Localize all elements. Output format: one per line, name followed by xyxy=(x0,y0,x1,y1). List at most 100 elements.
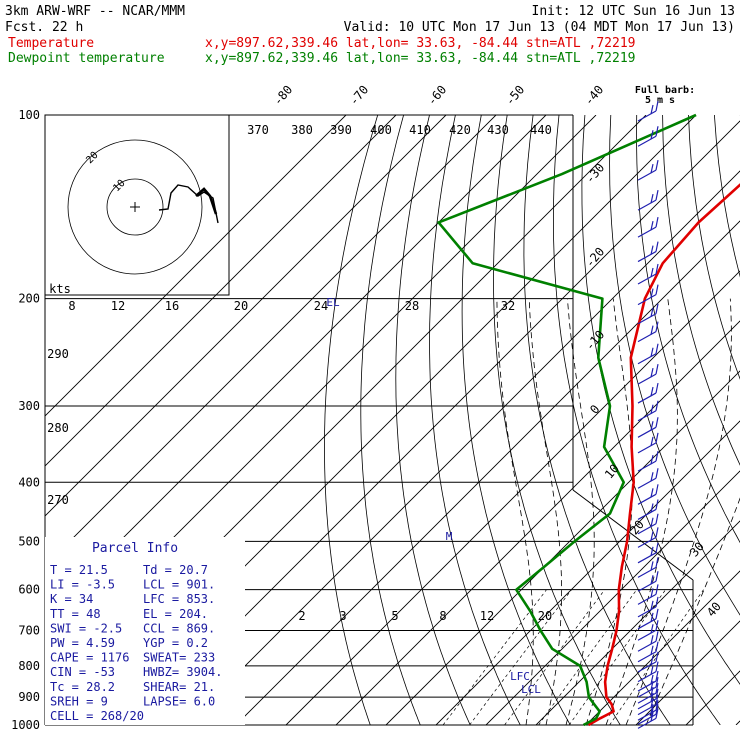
wind-barb xyxy=(637,704,659,725)
pressure-label: 200 xyxy=(18,292,40,306)
hodograph-ring-label: 10 xyxy=(111,178,127,194)
isotherm xyxy=(335,320,740,725)
legend-temperature-label: Temperature xyxy=(8,36,94,51)
dry-adiabat xyxy=(360,115,421,725)
moist-adiabat xyxy=(565,298,595,725)
wind-barb xyxy=(637,484,659,505)
isotherm xyxy=(185,170,740,725)
pressure-label: 300 xyxy=(18,399,40,413)
pressure-label: 400 xyxy=(18,475,40,489)
theta-label: 440 xyxy=(530,123,552,137)
hodograph-trace-bold xyxy=(195,187,218,215)
wind-barb xyxy=(637,417,659,438)
wind-barb xyxy=(637,557,659,578)
wind-barb xyxy=(637,608,659,630)
wind-barb xyxy=(637,596,659,618)
dry-adiabat xyxy=(523,115,671,725)
theta-label: 270 xyxy=(47,493,69,507)
isotherm xyxy=(45,115,397,467)
wind-barb xyxy=(637,584,659,605)
isotherm xyxy=(45,115,347,417)
isotherm xyxy=(585,570,740,725)
isotherm xyxy=(45,115,497,567)
model-title: 3km ARW-WRF -- NCAR/MMM xyxy=(5,4,185,19)
isotherm-label: -80 xyxy=(271,83,296,109)
wind-barb xyxy=(637,542,659,564)
parcel-info-cell: LI = -3.5 xyxy=(50,578,115,592)
wind-barb xyxy=(637,499,659,520)
isotherm xyxy=(285,270,740,725)
wind-barb xyxy=(637,661,659,683)
pressure-label: 700 xyxy=(18,624,40,638)
hodograph-speed-label: 24 xyxy=(314,299,328,313)
isotherm-label: -40 xyxy=(582,83,607,109)
parcel-info-cell: SREH = 9 xyxy=(50,694,108,708)
moist-adiabat xyxy=(528,298,562,725)
theta-label: 380 xyxy=(291,123,313,137)
wind-barb xyxy=(637,343,659,365)
pressure-label: 500 xyxy=(18,534,40,548)
parcel-info-cell: SHEAR= 21. xyxy=(143,680,215,694)
hodograph-speed-label: 28 xyxy=(405,299,419,313)
mixing-ratio-label: 2 xyxy=(298,609,305,623)
wind-barb xyxy=(637,216,659,238)
pressure-label: 600 xyxy=(18,583,40,597)
isotherm xyxy=(485,470,740,725)
wind-barb xyxy=(637,432,659,454)
hodograph: 10 20 xyxy=(44,114,230,296)
isotherm xyxy=(635,620,740,725)
init-time: Init: 12 UTC Sun 16 Jun 13 xyxy=(532,4,736,19)
dry-adiabat xyxy=(662,115,740,466)
hodograph-ring-label: 20 xyxy=(84,150,100,166)
isotherm xyxy=(235,220,740,725)
moist-adiabat xyxy=(625,298,732,725)
theta-label: 430 xyxy=(487,123,509,137)
wind-barb xyxy=(637,321,659,343)
wind-barb xyxy=(637,284,659,306)
mixing-ratio-label: 3 xyxy=(339,609,346,623)
dry-adiabat xyxy=(636,115,740,544)
theta-label: 280 xyxy=(47,421,69,435)
mixing-ratio-line xyxy=(504,589,605,725)
parcel-info-background xyxy=(45,537,245,725)
parcel-info-cell: CAPE = 1176 xyxy=(50,651,129,665)
theta-label: 410 xyxy=(409,123,431,137)
parcel-info-cell: HWBZ= 3904. xyxy=(143,665,222,679)
parcel-info-cell: SWEAT= 233 xyxy=(143,651,215,665)
parcel-info-cell: CCL = 869. xyxy=(143,621,215,635)
pressure-label: 100 xyxy=(18,108,40,122)
mixing-ratio-label: 20 xyxy=(538,609,552,623)
parcel-info-cell: TT = 48 xyxy=(50,607,101,621)
level-marker-el: EL xyxy=(326,296,340,309)
sounding-series xyxy=(437,113,740,727)
isotherm xyxy=(685,670,740,725)
isotherm xyxy=(535,520,740,725)
isotherm xyxy=(45,115,547,617)
dry-adiabat xyxy=(461,115,571,725)
full-barb-label: Full barb: xyxy=(635,85,695,96)
hodograph-speed-label: 8 xyxy=(68,299,75,313)
legend-dewpoint-info: x,y=897.62,339.46 lat,lon= 33.63, -84.44… xyxy=(205,51,635,66)
hodograph-speed-label: 16 xyxy=(165,299,179,313)
wind-barb xyxy=(637,708,659,729)
level-marker-m: M xyxy=(446,530,453,543)
wind-barb xyxy=(637,303,659,325)
mixing-ratio-label: 8 xyxy=(439,609,446,623)
wind-barb xyxy=(637,159,659,181)
isotherm xyxy=(735,720,740,725)
wind-barb xyxy=(637,631,659,652)
hodograph-ring-20 xyxy=(67,139,203,275)
dry-adiabat xyxy=(429,115,521,725)
parcel-info-cell: K = 34 xyxy=(50,592,93,606)
hodograph-speed-label: 12 xyxy=(111,299,125,313)
isotherm-label: -70 xyxy=(347,83,372,109)
wind-barb xyxy=(637,190,659,211)
dry-adiabat xyxy=(688,115,740,380)
hodograph-frame xyxy=(44,114,230,296)
wind-barb xyxy=(637,468,659,489)
dry-adiabat xyxy=(324,115,379,725)
hodograph-speed-label: 20 xyxy=(234,299,248,313)
theta-label: 400 xyxy=(370,123,392,137)
theta-label: 420 xyxy=(449,123,471,137)
